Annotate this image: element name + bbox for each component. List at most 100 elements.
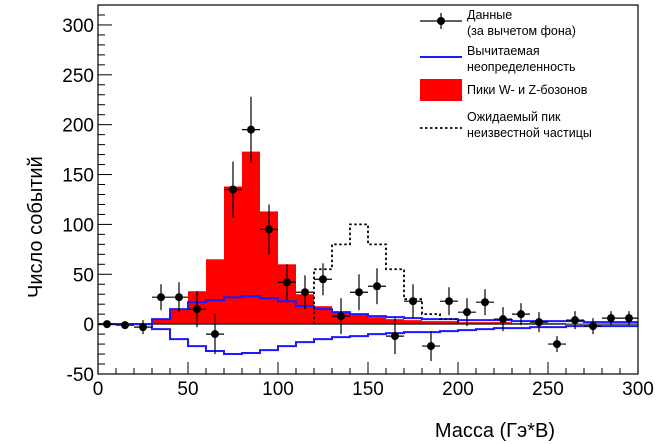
data-marker (427, 342, 435, 351)
data-point (404, 284, 422, 319)
data-point (242, 96, 260, 163)
data-marker (211, 330, 219, 339)
peak-bar (224, 186, 242, 325)
data-point (116, 321, 134, 330)
data-point (332, 298, 350, 335)
data-marker (607, 314, 615, 323)
data-point (386, 318, 404, 355)
expected-peak-line (313, 223, 459, 325)
legend-data-marker (437, 17, 445, 25)
data-marker (463, 308, 471, 317)
data-point (314, 263, 332, 296)
data-point (602, 311, 620, 326)
x-tick-label: 200 (442, 379, 474, 400)
data-marker (499, 315, 507, 324)
data-marker (265, 225, 273, 234)
legend-expected-label: неизвестной частицы (467, 126, 592, 140)
y-tick-label: 300 (62, 16, 94, 37)
data-marker (175, 293, 183, 302)
data-point (368, 268, 386, 305)
data-point (422, 331, 440, 362)
y-tick-label: 100 (62, 215, 94, 236)
peak-bar (152, 319, 170, 325)
data-marker (337, 312, 345, 321)
data-marker (319, 275, 327, 284)
x-axis-label: Масса (Гэ*В) (435, 420, 555, 442)
legend-expected-label: Ожидаемый пик (467, 110, 561, 124)
x-tick-label: 50 (177, 379, 198, 400)
data-marker (373, 282, 381, 291)
data-marker (589, 322, 597, 331)
data-marker (571, 316, 579, 325)
data-point (584, 318, 602, 335)
peak-bar (170, 309, 188, 325)
data-marker (481, 298, 489, 307)
x-tick-label: 0 (93, 379, 104, 400)
data-point (620, 311, 638, 326)
data-marker (283, 278, 291, 287)
peak-bar (368, 317, 386, 325)
data-marker (157, 293, 165, 302)
data-marker (121, 321, 129, 330)
data-marker (409, 297, 417, 306)
data-point (548, 336, 566, 353)
data-marker (535, 318, 543, 327)
legend-uncertainty-label: неопределенность (467, 60, 576, 74)
peak-bar (422, 321, 440, 325)
peak-bar (242, 151, 260, 325)
data-point (206, 314, 224, 355)
peak-bar (476, 322, 494, 325)
plot-area (98, 96, 638, 362)
data-marker (625, 314, 633, 323)
y-tick-label: 200 (62, 116, 94, 137)
x-tick-label: 150 (352, 379, 384, 400)
data-point (188, 291, 206, 328)
data-marker (445, 297, 453, 306)
legend-peaks-swatch (420, 79, 462, 101)
y-tick-label: -50 (67, 365, 94, 386)
data-point (134, 320, 152, 335)
data-point (224, 161, 242, 218)
data-marker (355, 288, 363, 297)
uncertainty-lower-line (98, 323, 638, 356)
data-marker (247, 125, 255, 134)
x-tick-label: 100 (262, 379, 294, 400)
data-point (260, 204, 278, 255)
data-marker (139, 323, 147, 332)
data-point (152, 284, 170, 311)
peak-bar (314, 306, 332, 325)
data-marker (301, 288, 309, 297)
data-point (566, 311, 584, 330)
peak-bar (350, 314, 368, 325)
legend-data-label: Данные (467, 8, 512, 22)
y-tick-label: 0 (83, 315, 94, 336)
y-tick-label: 50 (73, 265, 94, 286)
data-point (530, 312, 548, 333)
peak-bar (404, 320, 422, 325)
data-marker (193, 305, 201, 314)
legend-peaks-label: Пики W- и Z-бозонов (467, 83, 588, 97)
x-tick-label: 250 (532, 379, 564, 400)
y-tick-label: 150 (62, 166, 94, 187)
peak-bar (440, 321, 458, 325)
y-tick-label: 250 (62, 66, 94, 87)
peak-bar (260, 211, 278, 325)
data-point (440, 287, 458, 316)
data-point (494, 307, 512, 332)
data-point (296, 275, 314, 310)
legend-data-label: (за вычетом фона) (467, 24, 576, 38)
data-point (350, 274, 368, 311)
data-point (476, 289, 494, 316)
y-axis-label: Число событий (25, 156, 47, 298)
data-point (170, 282, 188, 313)
legend: Данные (за вычетом фона) Вычитаемая неопред… (420, 8, 592, 140)
data-marker (553, 340, 561, 349)
x-tick-label: 300 (622, 379, 654, 400)
data-marker (517, 310, 525, 319)
data-point (512, 303, 530, 326)
peak-bar (206, 259, 224, 325)
data-marker (391, 332, 399, 341)
data-point (278, 264, 296, 301)
